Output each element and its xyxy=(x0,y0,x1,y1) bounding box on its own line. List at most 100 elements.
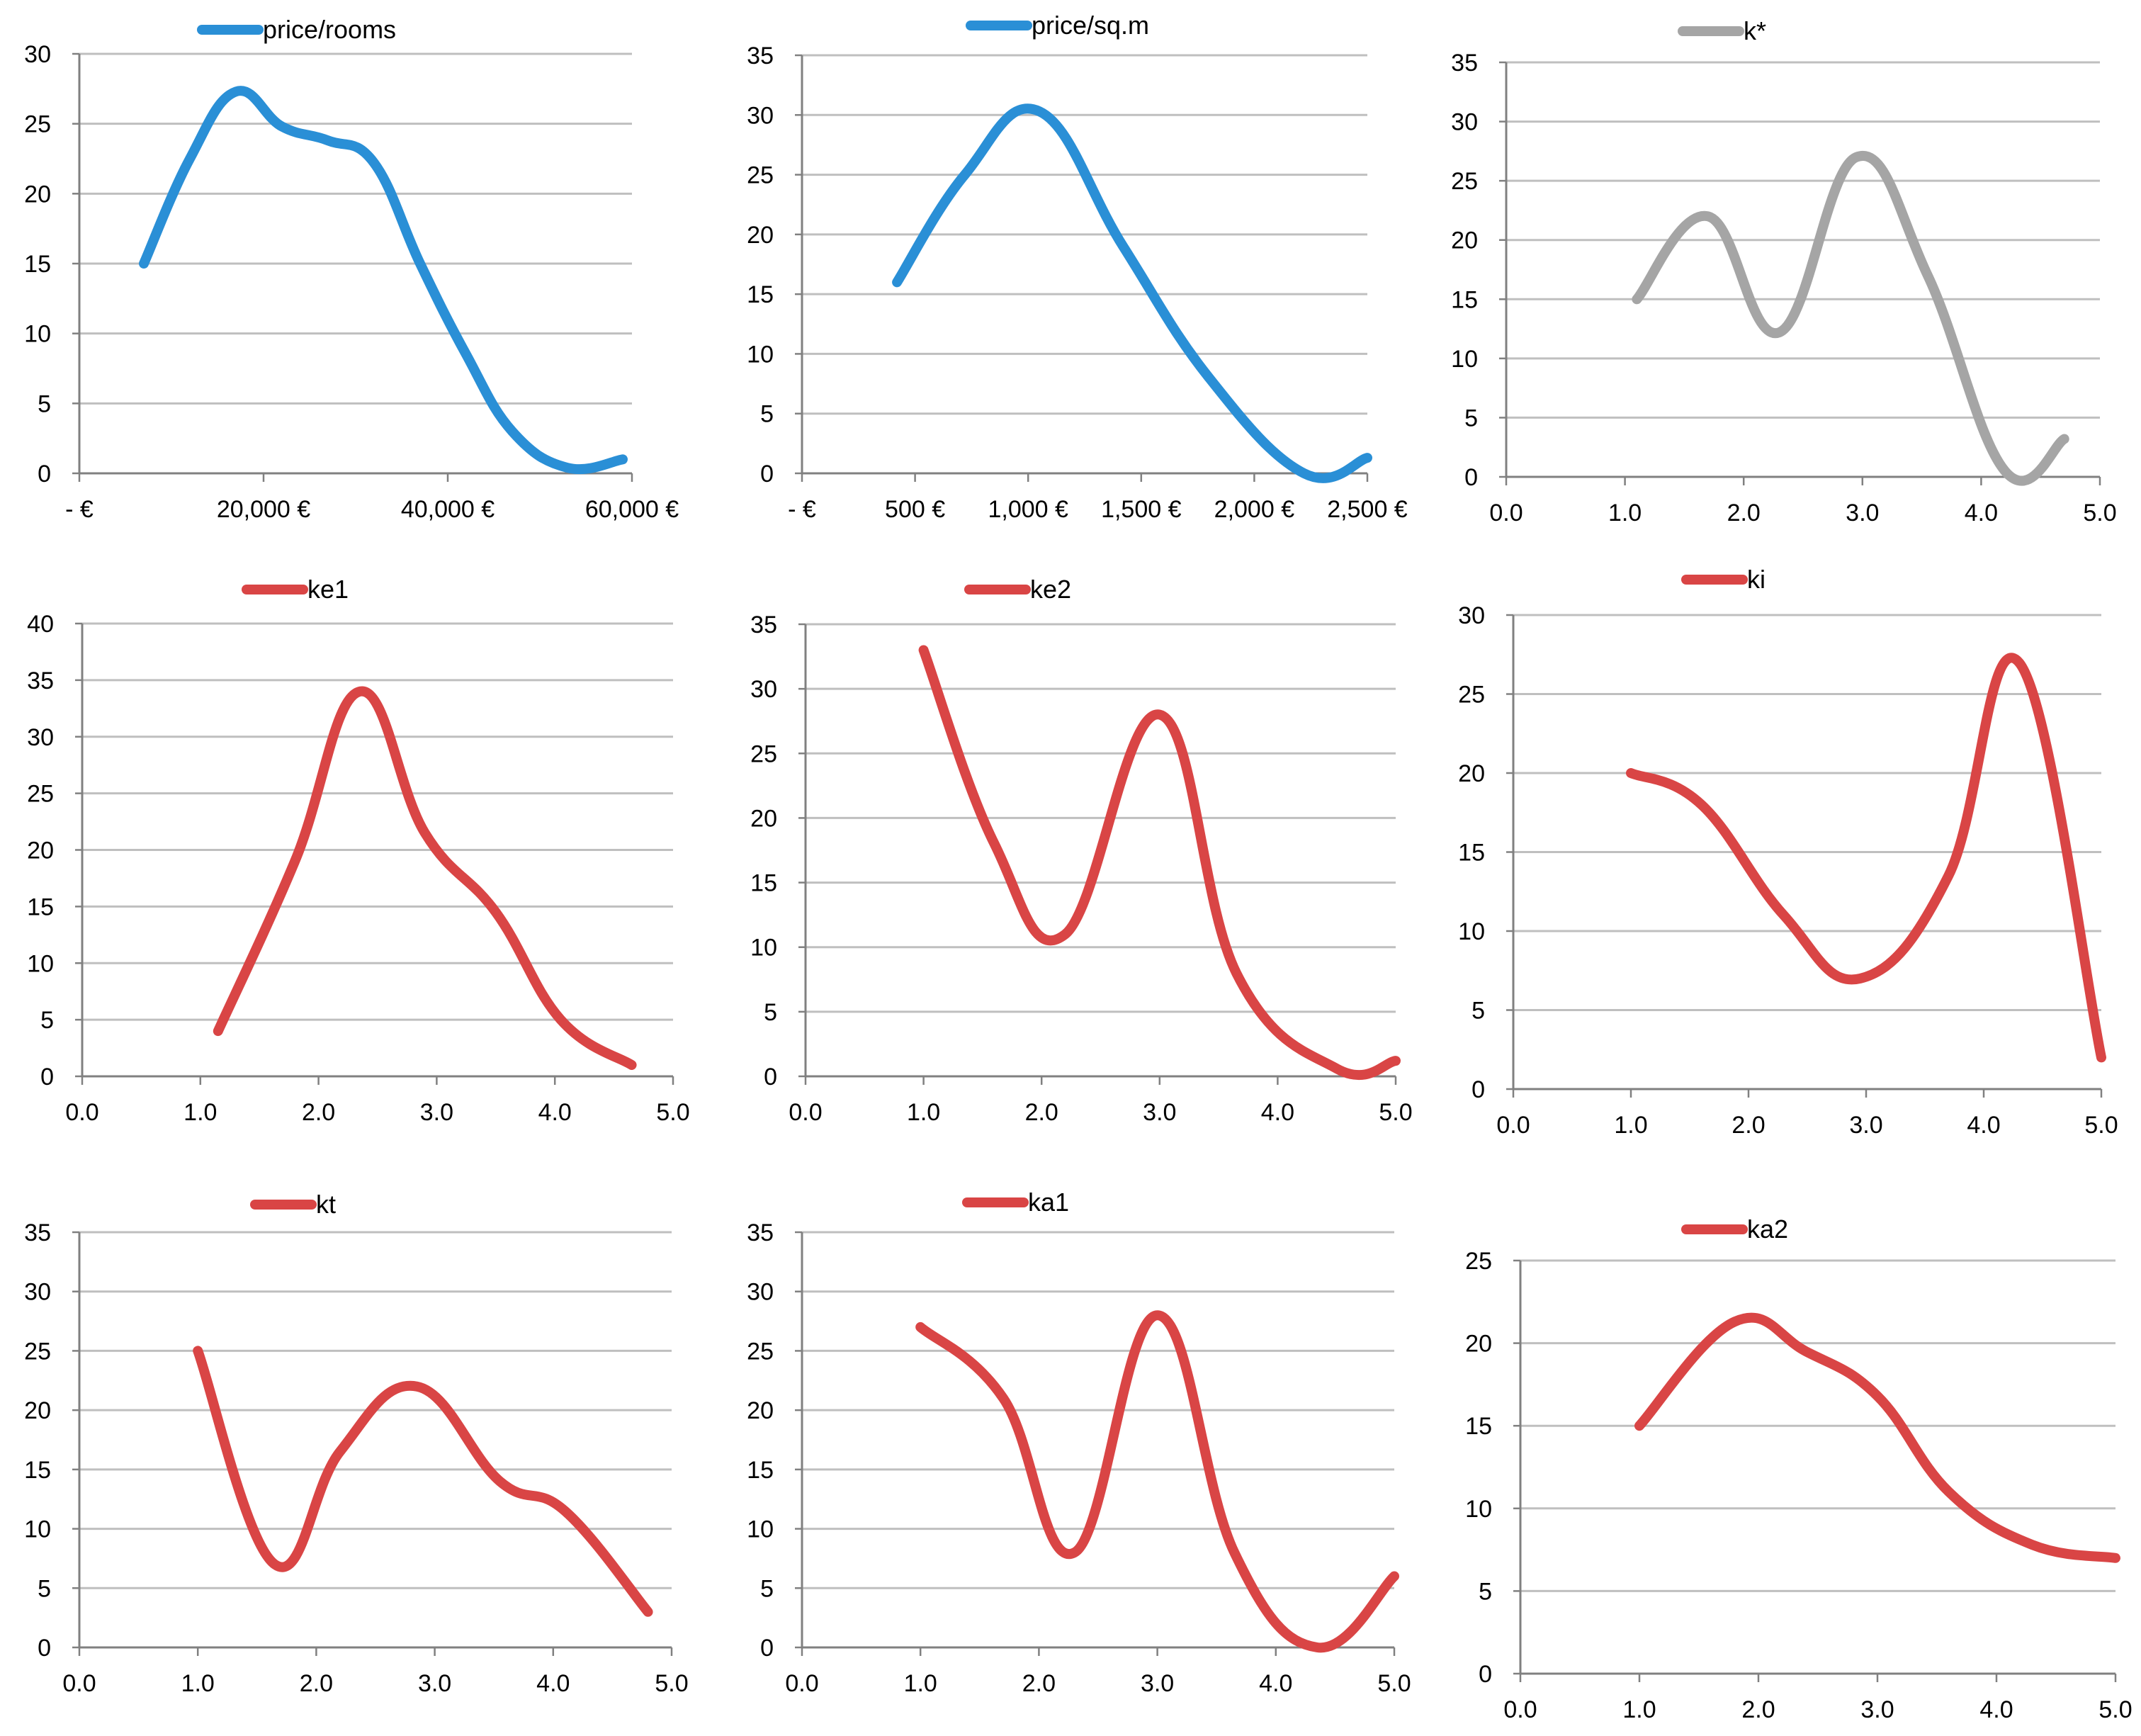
legend-label: ka2 xyxy=(1747,1214,1788,1244)
x-tick-label: 5.0 xyxy=(2083,500,2116,526)
y-tick-label: 0 xyxy=(1464,464,1478,491)
y-tick-label: 35 xyxy=(747,1219,774,1246)
series-line xyxy=(918,645,1401,1081)
x-tick-label: 1.0 xyxy=(181,1670,215,1697)
y-tick-label: 20 xyxy=(27,838,54,864)
x-tick-label: 0.0 xyxy=(65,1099,98,1126)
y-tick-label: 10 xyxy=(1451,346,1478,373)
chart-7: 0 5 10 15 20 25 30 35 0.0 1.0 2.0 3.0 4.0 5.0 kt xyxy=(24,1190,688,1697)
x-tick-label: 2.0 xyxy=(1727,500,1761,526)
y-tick-label: 30 xyxy=(24,1279,51,1306)
y-tick-label: 35 xyxy=(1451,50,1478,77)
data-point xyxy=(1948,875,1949,877)
y-tick-label: 30 xyxy=(747,1279,774,1306)
legend-label: price/sq.m xyxy=(1032,11,1149,40)
y-tick-label: 0 xyxy=(38,461,51,487)
chart-4: 0 5 10 15 20 25 30 35 40 0.0 1.0 2.0 3.0 4.0 5.0 ke1 xyxy=(27,575,689,1126)
data-point xyxy=(565,1510,566,1511)
x-tick-label: 5.0 xyxy=(2098,1696,2132,1723)
series-line xyxy=(1634,1312,2120,1563)
y-tick-label: 30 xyxy=(24,41,51,68)
x-tick-label: 1.0 xyxy=(1608,500,1642,526)
x-tick-label: 5.0 xyxy=(1377,1670,1411,1697)
data-point xyxy=(1065,933,1066,935)
data-point xyxy=(1367,457,1368,458)
y-tick-label: 35 xyxy=(24,1219,51,1246)
data-point xyxy=(419,263,421,264)
data-point xyxy=(1336,1068,1338,1069)
y-tick-label: 5 xyxy=(1471,998,1485,1025)
x-tick-label: 4.0 xyxy=(1259,1670,1292,1697)
x-tick-label: 40,000 € xyxy=(401,496,495,523)
y-tick-label: 25 xyxy=(747,1338,774,1365)
x-tick-label: 1.0 xyxy=(907,1099,940,1126)
x-tick-label: 3.0 xyxy=(420,1099,453,1126)
y-tick-label: 25 xyxy=(1458,682,1485,709)
data-point xyxy=(1630,772,1632,774)
y-tick-label: 30 xyxy=(27,724,54,751)
x-tick-label: - € xyxy=(788,496,816,523)
data-point xyxy=(218,1030,219,1032)
data-point xyxy=(327,140,329,141)
data-point xyxy=(281,126,283,128)
y-tick-label: 5 xyxy=(760,401,774,428)
x-tick-label: 20,000 € xyxy=(217,496,310,523)
series-line xyxy=(1632,151,2069,486)
x-tick-label: 0.0 xyxy=(789,1099,822,1126)
x-tick-label: 2,500 € xyxy=(1327,496,1408,523)
data-point xyxy=(1039,111,1040,112)
x-tick-label: 1,500 € xyxy=(1101,496,1182,523)
y-tick-label: 5 xyxy=(38,1575,51,1602)
x-tick-label: 5.0 xyxy=(656,1099,689,1126)
x-tick-label: 3.0 xyxy=(1846,500,1879,526)
x-tick-label: 60,000 € xyxy=(585,496,679,523)
data-point xyxy=(1927,275,1928,276)
y-tick-label: 40 xyxy=(27,611,54,638)
chart-5: 0 5 10 15 20 25 30 35 0.0 1.0 2.0 3.0 4.0 5.0 ke2 xyxy=(750,575,1412,1126)
y-tick-label: 0 xyxy=(760,1635,774,1662)
data-point xyxy=(339,1451,341,1453)
y-tick-label: 10 xyxy=(24,1516,51,1543)
legend-label: ki xyxy=(1747,565,1766,594)
y-tick-label: 0 xyxy=(40,1064,54,1090)
y-tick-label: 10 xyxy=(747,341,774,368)
x-tick-label: - € xyxy=(65,496,94,523)
y-tick-label: 5 xyxy=(1479,1578,1492,1605)
x-tick-label: 2.0 xyxy=(302,1099,335,1126)
data-point xyxy=(294,860,295,862)
data-point xyxy=(1395,1060,1396,1061)
y-tick-label: 15 xyxy=(24,1457,51,1484)
y-tick-label: 15 xyxy=(27,894,54,920)
y-tick-label: 25 xyxy=(27,781,54,808)
x-tick-label: 1.0 xyxy=(183,1099,217,1126)
y-tick-label: 25 xyxy=(750,740,777,767)
series-line xyxy=(193,1346,653,1617)
data-point xyxy=(1316,1647,1318,1648)
data-point xyxy=(2115,1557,2116,1559)
data-point xyxy=(2018,662,2020,663)
data-point xyxy=(2031,1544,2033,1545)
y-tick-label: 25 xyxy=(24,1338,51,1365)
data-point xyxy=(1877,1395,1878,1397)
y-tick-label: 15 xyxy=(1465,1413,1492,1440)
y-tick-label: 25 xyxy=(1451,168,1478,195)
y-tick-label: 5 xyxy=(38,390,51,417)
data-point xyxy=(1394,1576,1395,1577)
x-tick-label: 5.0 xyxy=(1379,1099,1412,1126)
data-point xyxy=(235,91,237,92)
y-tick-label: 0 xyxy=(1471,1076,1485,1103)
data-point xyxy=(1236,972,1237,974)
y-tick-label: 5 xyxy=(1464,405,1478,432)
x-tick-label: 0.0 xyxy=(1489,500,1523,526)
data-point xyxy=(896,281,898,283)
x-tick-label: 2.0 xyxy=(1732,1112,1765,1139)
x-tick-label: 4.0 xyxy=(1979,1696,2013,1723)
data-point xyxy=(2064,439,2065,440)
data-point xyxy=(622,458,623,460)
data-point xyxy=(274,1564,276,1565)
data-point xyxy=(189,158,191,159)
y-tick-label: 35 xyxy=(750,611,777,638)
x-tick-label: 3.0 xyxy=(1141,1670,1174,1697)
x-tick-label: 3.0 xyxy=(418,1670,451,1697)
y-tick-label: 20 xyxy=(747,1397,774,1424)
